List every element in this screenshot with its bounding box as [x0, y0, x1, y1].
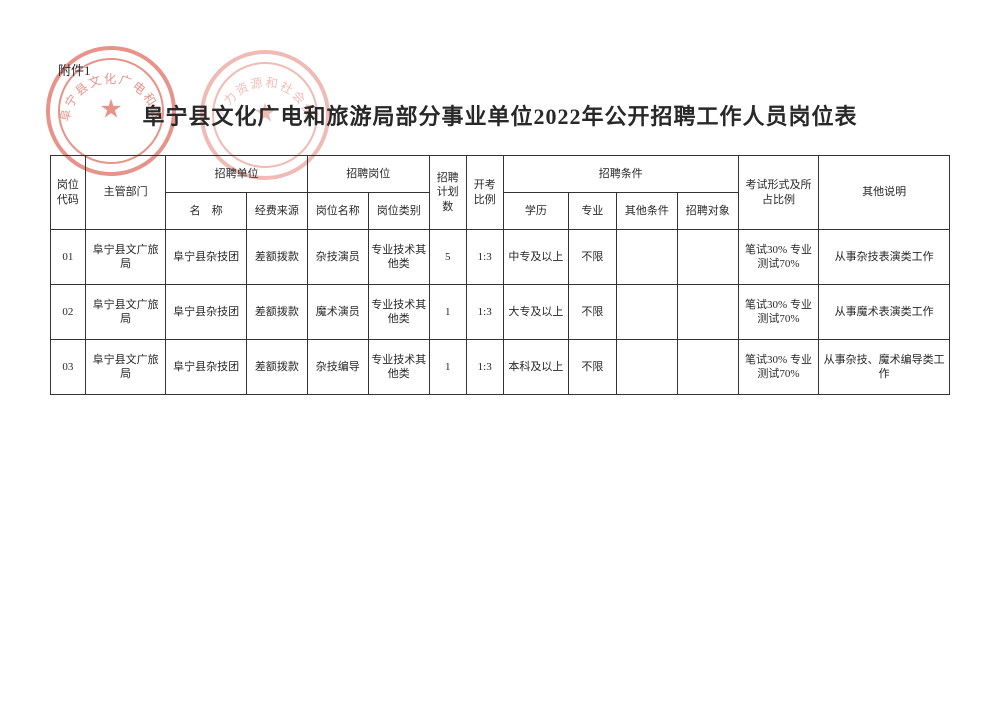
- cell-note: 从事杂技、魔术编导类工作: [819, 340, 950, 395]
- cell-exam: 笔试30% 专业测试70%: [738, 230, 819, 285]
- th-note: 其他说明: [819, 156, 950, 230]
- th-exam: 考试形式及所占比例: [738, 156, 819, 230]
- cell-edu: 中专及以上: [503, 230, 568, 285]
- th-plan: 招聘计划数: [429, 156, 466, 230]
- cell-ratio: 1:3: [466, 230, 503, 285]
- cell-unit-name: 阜宁县杂技团: [166, 230, 247, 285]
- cell-code: 01: [51, 230, 86, 285]
- cell-fund: 差额拨款: [246, 340, 307, 395]
- cell-dept: 阜宁县文广旅局: [85, 230, 166, 285]
- cell-post-name: 杂技演员: [307, 230, 368, 285]
- cell-target: [677, 340, 738, 395]
- cell-note: 从事杂技表演类工作: [819, 230, 950, 285]
- job-table: 岗位代码 主管部门 招聘单位 招聘岗位 招聘计划数 开考比例 招聘条件 考试形式…: [50, 155, 950, 395]
- cell-target: [677, 230, 738, 285]
- table-body: 01 阜宁县文广旅局 阜宁县杂技团 差额拨款 杂技演员 专业技术其他类 5 1:…: [51, 230, 950, 395]
- cell-major: 不限: [568, 340, 616, 395]
- table-header: 岗位代码 主管部门 招聘单位 招聘岗位 招聘计划数 开考比例 招聘条件 考试形式…: [51, 156, 950, 230]
- document-page: 附件1 阜宁县文化广电和旅游局部分事业单位2022年公开招聘工作人员岗位表 岗位…: [50, 60, 950, 395]
- cell-edu: 本科及以上: [503, 340, 568, 395]
- cell-post-name: 杂技编导: [307, 340, 368, 395]
- th-post-group: 招聘岗位: [307, 156, 429, 193]
- th-other-cond: 其他条件: [616, 193, 677, 230]
- cell-target: [677, 285, 738, 340]
- cell-ratio: 1:3: [466, 285, 503, 340]
- th-cond-group: 招聘条件: [503, 156, 738, 193]
- cell-fund: 差额拨款: [246, 285, 307, 340]
- cell-major: 不限: [568, 285, 616, 340]
- th-target: 招聘对象: [677, 193, 738, 230]
- cell-ratio: 1:3: [466, 340, 503, 395]
- cell-exam: 笔试30% 专业测试70%: [738, 285, 819, 340]
- table-row: 01 阜宁县文广旅局 阜宁县杂技团 差额拨款 杂技演员 专业技术其他类 5 1:…: [51, 230, 950, 285]
- th-major: 专业: [568, 193, 616, 230]
- table-row: 02 阜宁县文广旅局 阜宁县杂技团 差额拨款 魔术演员 专业技术其他类 1 1:…: [51, 285, 950, 340]
- th-dept: 主管部门: [85, 156, 166, 230]
- th-post-type: 岗位类别: [368, 193, 429, 230]
- th-unit-name: 名 称: [166, 193, 247, 230]
- th-edu: 学历: [503, 193, 568, 230]
- cell-post-type: 专业技术其他类: [368, 230, 429, 285]
- cell-code: 02: [51, 285, 86, 340]
- cell-other-cond: [616, 285, 677, 340]
- cell-other-cond: [616, 230, 677, 285]
- th-fund: 经费来源: [246, 193, 307, 230]
- cell-dept: 阜宁县文广旅局: [85, 340, 166, 395]
- cell-unit-name: 阜宁县杂技团: [166, 285, 247, 340]
- cell-major: 不限: [568, 230, 616, 285]
- cell-post-type: 专业技术其他类: [368, 340, 429, 395]
- cell-other-cond: [616, 340, 677, 395]
- cell-edu: 大专及以上: [503, 285, 568, 340]
- cell-post-name: 魔术演员: [307, 285, 368, 340]
- cell-post-type: 专业技术其他类: [368, 285, 429, 340]
- th-ratio: 开考比例: [466, 156, 503, 230]
- cell-dept: 阜宁县文广旅局: [85, 285, 166, 340]
- cell-exam: 笔试30% 专业测试70%: [738, 340, 819, 395]
- cell-code: 03: [51, 340, 86, 395]
- table-row: 03 阜宁县文广旅局 阜宁县杂技团 差额拨款 杂技编导 专业技术其他类 1 1:…: [51, 340, 950, 395]
- cell-unit-name: 阜宁县杂技团: [166, 340, 247, 395]
- cell-plan: 1: [429, 340, 466, 395]
- document-title: 阜宁县文化广电和旅游局部分事业单位2022年公开招聘工作人员岗位表: [50, 99, 950, 131]
- cell-plan: 1: [429, 285, 466, 340]
- th-unit-group: 招聘单位: [166, 156, 307, 193]
- cell-note: 从事魔术表演类工作: [819, 285, 950, 340]
- th-code: 岗位代码: [51, 156, 86, 230]
- cell-plan: 5: [429, 230, 466, 285]
- attachment-label: 附件1: [58, 60, 950, 79]
- cell-fund: 差额拨款: [246, 230, 307, 285]
- th-post-name: 岗位名称: [307, 193, 368, 230]
